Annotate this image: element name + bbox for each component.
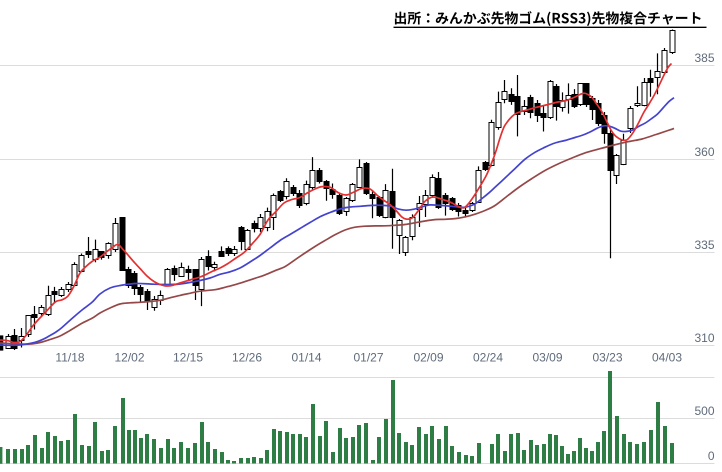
svg-text:360: 360 xyxy=(694,145,714,159)
svg-text:02/24: 02/24 xyxy=(473,351,503,365)
svg-text:12/15: 12/15 xyxy=(173,351,203,365)
svg-text:335: 335 xyxy=(694,238,714,252)
svg-text:02/09: 02/09 xyxy=(413,351,443,365)
svg-text:01/27: 01/27 xyxy=(353,351,383,365)
svg-text:03/09: 03/09 xyxy=(532,351,562,365)
svg-text:12/26: 12/26 xyxy=(232,351,262,365)
svg-text:01/14: 01/14 xyxy=(291,351,321,365)
svg-text:500: 500 xyxy=(694,404,714,418)
svg-text:12/02: 12/02 xyxy=(114,351,144,365)
svg-text:310: 310 xyxy=(694,331,714,345)
svg-text:04/03: 04/03 xyxy=(652,351,682,365)
svg-text:11/18: 11/18 xyxy=(55,351,84,365)
svg-text:0: 0 xyxy=(708,449,715,463)
svg-text:385: 385 xyxy=(694,51,714,65)
svg-text:03/23: 03/23 xyxy=(592,351,622,365)
